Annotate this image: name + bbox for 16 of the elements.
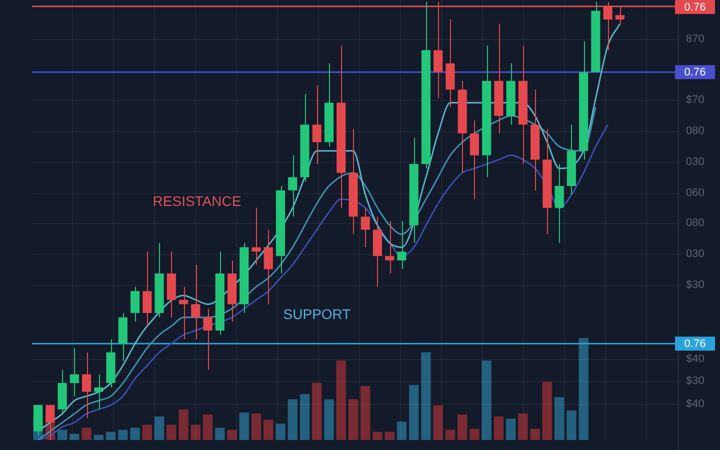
text: 060 [686,187,704,200]
text: 0.76 [684,2,706,14]
text: 080 [686,125,704,138]
text: $70 [686,94,704,106]
text: 0.76 [684,66,706,79]
text: 080 [686,217,704,230]
annotation: SUPPORT [283,306,352,322]
text: $30 [686,279,704,292]
annotation: RESISTANCE [152,192,242,209]
text: $40 [686,398,704,410]
text: 030 [686,156,704,168]
text: $40 [686,353,704,366]
text: 030 [686,248,704,260]
text: $30 [686,375,704,388]
text: 870 [686,33,704,46]
text: 0.76 [684,338,706,350]
